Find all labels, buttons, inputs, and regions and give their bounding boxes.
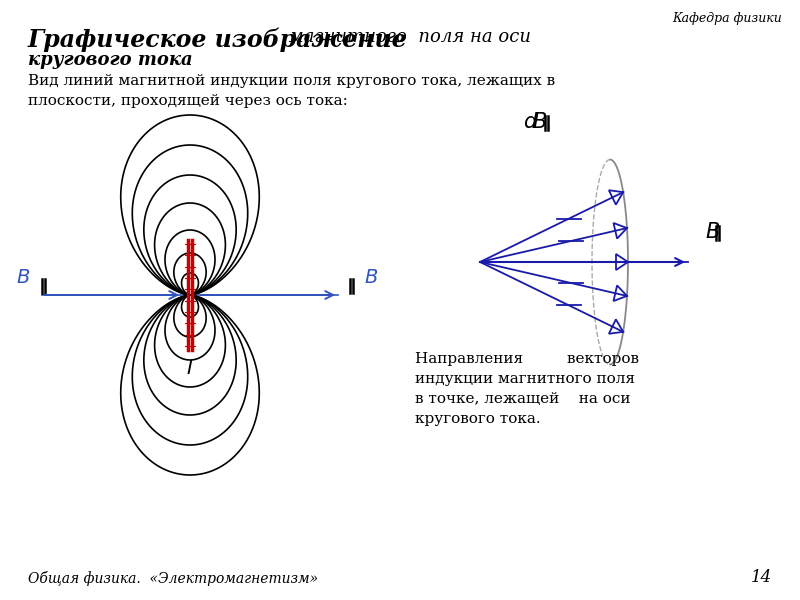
- Text: $\mathit{B}$: $\mathit{B}$: [706, 222, 721, 242]
- Text: 14: 14: [750, 569, 772, 586]
- Text: $d\!\mathit{B}$: $d\!\mathit{B}$: [522, 112, 547, 131]
- Text: Направления         векторов
индукции магнитного поля
в точке, лежащей    на оси: Направления векторов индукции магнитного…: [415, 352, 639, 426]
- Text: $\mathit{B}$: $\mathit{B}$: [364, 269, 378, 287]
- Text: Вид линий магнитной индукции поля кругового тока, лежащих в
плоскости, проходяще: Вид линий магнитной индукции поля кругов…: [28, 74, 555, 107]
- Text: $\mathit{B}$: $\mathit{B}$: [16, 269, 30, 287]
- Text: Графическое изображение: Графическое изображение: [28, 28, 408, 52]
- Text: Общая физика.  «Электромагнетизм»: Общая физика. «Электромагнетизм»: [28, 571, 318, 586]
- Text: магнитного  поля на оси: магнитного поля на оси: [283, 28, 531, 46]
- Text: $\mathit{I}$: $\mathit{I}$: [186, 360, 194, 378]
- Text: кругового тока: кругового тока: [28, 51, 193, 69]
- Text: Кафедра физики: Кафедра физики: [672, 12, 782, 25]
